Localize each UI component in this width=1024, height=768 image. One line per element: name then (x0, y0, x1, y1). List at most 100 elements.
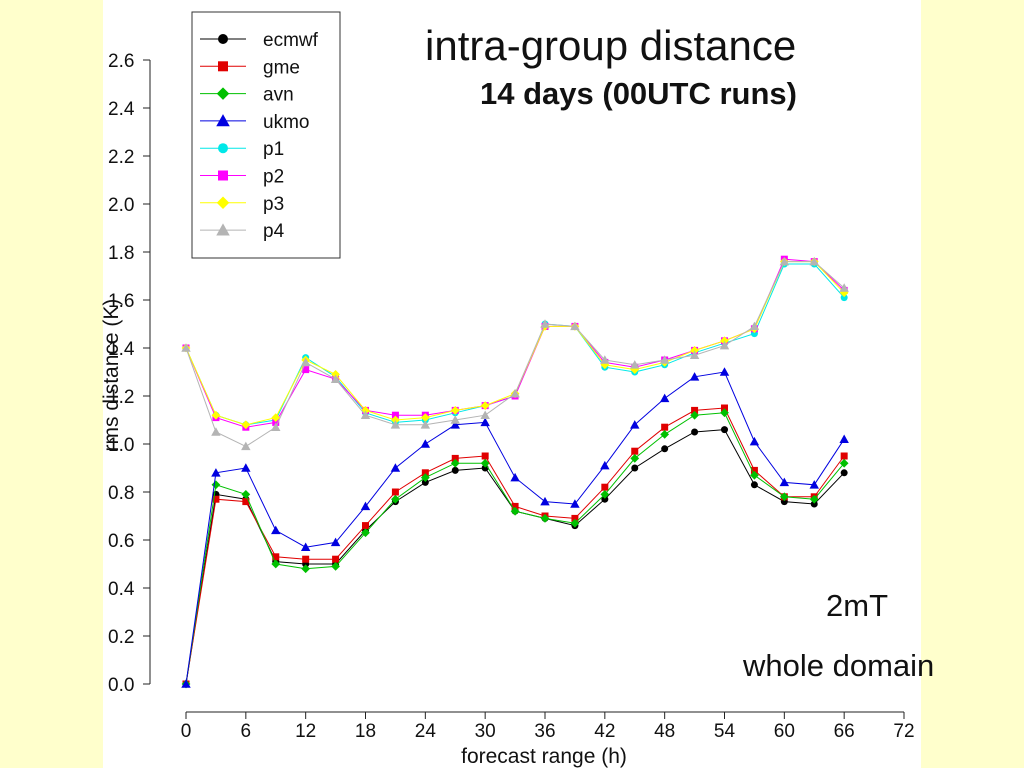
data-point-avn (750, 470, 759, 480)
y-tick-label: 0.4 (108, 579, 135, 600)
data-point-p3 (720, 336, 729, 346)
series-line-p4 (185, 261, 845, 447)
data-point-p4 (390, 420, 401, 429)
data-point-p4 (360, 410, 371, 419)
data-point-ukmo (779, 477, 790, 487)
legend-marker-p3 (216, 196, 230, 210)
data-point-p3 (450, 406, 460, 415)
data-point-ukmo (211, 468, 221, 477)
data-point-ukmo (600, 460, 610, 470)
x-tick-label: 12 (295, 721, 316, 742)
y-tick-label: 0.8 (108, 483, 134, 504)
data-point-p3 (690, 346, 699, 355)
data-point-avn (510, 506, 520, 516)
data-point-p1 (840, 294, 848, 302)
data-point-p4 (480, 410, 490, 419)
data-point-gme (242, 498, 250, 506)
legend-marker-ecmwf (218, 34, 228, 44)
data-point-ukmo (360, 501, 371, 511)
data-point-ukmo (420, 439, 431, 448)
data-point-gme (421, 469, 429, 477)
data-point-avn (361, 528, 370, 538)
data-point-ecmwf (421, 478, 429, 486)
legend-marker-p1 (218, 143, 228, 154)
data-point-ukmo (630, 420, 640, 429)
chart-title: intra-group distance (425, 22, 797, 69)
x-axis-label: forecast range (h) (461, 745, 627, 768)
data-point-p4 (749, 321, 760, 331)
x-tick-label: 36 (534, 721, 555, 742)
data-point-gme (302, 555, 310, 563)
data-point-avn (331, 562, 340, 571)
y-tick-label: 0.2 (108, 627, 134, 648)
legend-label-p4: p4 (263, 221, 285, 242)
data-point-gme (721, 404, 728, 412)
data-point-p4 (689, 350, 700, 359)
data-point-ukmo (659, 393, 670, 403)
data-point-gme (571, 514, 579, 522)
legend-label-gme: gme (263, 57, 300, 78)
y-tick-label: 2.4 (108, 99, 135, 120)
data-point-p4 (450, 415, 460, 424)
data-point-avn (720, 408, 729, 418)
y-tick-label: 1.2 (108, 387, 134, 408)
x-tick-label: 54 (714, 721, 736, 742)
data-point-avn (391, 494, 400, 504)
data-point-p4 (779, 256, 790, 266)
y-tick-label: 0.6 (108, 531, 134, 552)
data-point-gme (511, 502, 519, 510)
series-line-gme (185, 407, 845, 685)
data-point-gme (750, 466, 758, 474)
data-point-p2 (391, 411, 399, 419)
data-point-p4 (181, 343, 191, 352)
data-point-ecmwf (631, 464, 639, 472)
data-point-gme (691, 406, 699, 414)
data-point-gme (391, 488, 399, 496)
data-point-p4 (630, 360, 640, 369)
data-point-p4 (600, 355, 610, 364)
data-point-ukmo (809, 480, 819, 489)
data-point-ecmwf (810, 500, 818, 508)
data-point-ecmwf (750, 481, 758, 489)
y-tick-label: 1.0 (108, 435, 134, 456)
data-point-avn (211, 480, 221, 490)
data-point-avn (540, 514, 550, 523)
x-tick-label: 0 (181, 721, 192, 742)
legend-box (191, 11, 341, 259)
data-point-avn (839, 458, 849, 468)
legend-label-p3: p3 (263, 194, 284, 215)
data-point-gme (272, 553, 280, 561)
data-point-ukmo (241, 463, 251, 472)
x-tick-label: 6 (241, 721, 252, 742)
data-point-ukmo (719, 367, 730, 376)
data-point-p4 (271, 422, 281, 431)
x-tick-label: 24 (415, 721, 437, 742)
data-point-avn (450, 458, 460, 468)
data-point-avn (630, 454, 640, 463)
series-line-ecmwf (185, 429, 845, 685)
x-tick-label: 60 (774, 721, 795, 742)
legend-label-p1: p1 (263, 139, 284, 160)
data-point-gme (661, 423, 669, 431)
data-point-gme (601, 483, 609, 491)
data-point-avn (271, 559, 281, 569)
data-point-p4 (211, 427, 221, 436)
data-point-avn (690, 410, 699, 420)
data-point-ukmo (181, 679, 191, 688)
variable-annotation: 2mT (826, 588, 888, 623)
domain-annotation: whole domain (743, 648, 935, 683)
data-point-p4 (510, 388, 520, 398)
data-point-ukmo (271, 525, 281, 535)
data-point-gme (451, 454, 459, 462)
y-tick-label: 2.6 (108, 51, 134, 72)
y-tick-label: 0.0 (108, 675, 134, 696)
data-point-avn (600, 490, 610, 499)
data-point-gme (840, 452, 848, 460)
y-axis-label: rms distance (K) (100, 299, 123, 452)
data-point-avn (301, 564, 311, 574)
data-point-ukmo (749, 436, 760, 446)
data-point-gme (332, 555, 340, 563)
data-point-gme (362, 522, 369, 530)
data-point-avn (570, 518, 580, 528)
